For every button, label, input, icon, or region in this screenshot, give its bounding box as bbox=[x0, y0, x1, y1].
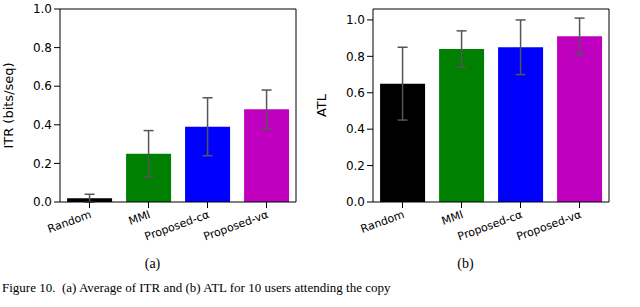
svg-text:ATL: ATL bbox=[314, 93, 329, 117]
svg-text:Proposed-vα: Proposed-vα bbox=[515, 208, 583, 244]
svg-text:Proposed-vα: Proposed-vα bbox=[202, 208, 270, 244]
svg-text:0.4: 0.4 bbox=[33, 118, 52, 132]
svg-text:Random: Random bbox=[359, 208, 406, 236]
svg-text:Proposed-cα: Proposed-cα bbox=[456, 208, 524, 243]
html-text:(b): (b) bbox=[457, 256, 474, 271]
svg-text:0.8: 0.8 bbox=[33, 41, 52, 55]
svg-text:0.4: 0.4 bbox=[346, 122, 365, 136]
html-text:(a): (a) bbox=[144, 256, 161, 271]
svg-text:0.0: 0.0 bbox=[33, 195, 52, 209]
svg-text:0.8: 0.8 bbox=[346, 50, 365, 64]
svg-text:Proposed-cα: Proposed-cα bbox=[143, 208, 211, 243]
svg-text:MMI: MMI bbox=[127, 208, 152, 228]
svg-text:0.0: 0.0 bbox=[346, 195, 365, 209]
svg-text:MMI: MMI bbox=[440, 208, 465, 228]
svg-text:0.6: 0.6 bbox=[33, 79, 52, 93]
svg-text:ITR (bits/seq): ITR (bits/seq) bbox=[8, 62, 16, 148]
svg-text:0.2: 0.2 bbox=[346, 159, 365, 173]
html-text:Figure 10. (a) Average of ITR: Figure 10. (a) Average of ITR and (b) AT… bbox=[2, 280, 391, 295]
svg-text:1.0: 1.0 bbox=[33, 2, 52, 16]
svg-text:Random: Random bbox=[46, 208, 93, 236]
svg-text:0.6: 0.6 bbox=[346, 86, 365, 100]
svg-text:1.0: 1.0 bbox=[346, 13, 365, 27]
svg-text:0.2: 0.2 bbox=[33, 157, 52, 171]
